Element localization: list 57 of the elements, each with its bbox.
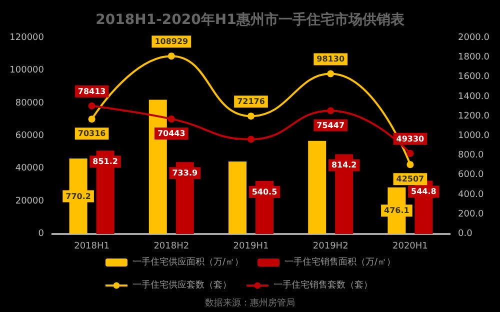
point: [327, 107, 334, 114]
data-label: 70443: [157, 128, 186, 138]
y2-tick-label: 1400.0: [458, 92, 490, 102]
data-label: 733.9: [172, 168, 198, 178]
y-tick-label: 20000: [15, 196, 44, 206]
data-label: 78413: [78, 86, 106, 96]
y2-tick-label: 600.0: [458, 170, 484, 180]
data-label: 42507: [396, 174, 424, 184]
point: [88, 116, 96, 123]
data-label: 72176: [237, 97, 266, 106]
point: [248, 136, 254, 143]
x-tick-label: 2019H2: [312, 242, 348, 252]
y2-tick-label: 400.0: [458, 190, 484, 200]
data-label: 851.2: [92, 157, 118, 166]
data-label: 770.2: [66, 192, 91, 201]
legend-label: 一手住宅供应套数（套）: [132, 280, 232, 290]
x-tick-label: 2019H1: [233, 242, 269, 252]
data-label: 49330: [396, 134, 425, 144]
point: [248, 112, 254, 120]
y2-tick-label: 1000.0: [458, 131, 490, 141]
source-note: 数据来源：惠州房管局: [205, 298, 295, 308]
legend-label: 一手住宅销售面积（万/㎡）: [284, 256, 396, 268]
data-label: 544.8: [411, 187, 437, 196]
legend-label: 一手住宅销售套数（套）: [273, 280, 372, 290]
data-label: 814.2: [331, 160, 357, 170]
point: [406, 161, 414, 168]
data-label: 476.1: [384, 206, 410, 216]
y2-tick-label: 1800.0: [458, 52, 490, 63]
y-tick-label: 40000: [15, 164, 44, 174]
x-tick-label: 2018H2: [154, 242, 190, 252]
point: [406, 150, 414, 157]
y2-tick-label: 0.0: [458, 229, 473, 239]
data-label: 540.5: [252, 188, 278, 197]
point: [88, 102, 96, 110]
y2-tick-label: 200.0: [458, 209, 484, 220]
data-label: 75447: [316, 120, 345, 130]
y2-tick-label: 1200.0: [458, 111, 490, 122]
data-label: 70316: [78, 129, 106, 138]
data-label: 108929: [154, 37, 189, 46]
y2-tick-label: 1600.0: [458, 72, 490, 82]
legend-label: 一手住宅供应面积（万/㎡）: [132, 256, 244, 268]
x-tick-label: 2020H1: [392, 242, 428, 252]
y-tick-label: 100000: [10, 66, 44, 76]
data-label: 98130: [316, 54, 345, 64]
y-tick-label: 60000: [15, 131, 44, 141]
y2-tick-label: 2000.0: [458, 33, 490, 43]
bar: [308, 140, 326, 234]
point: [327, 70, 334, 78]
x-tick-label: 2018H1: [74, 242, 110, 252]
y-tick-label: 80000: [15, 98, 44, 108]
y-tick-label: 120000: [10, 33, 44, 43]
y2-tick-label: 800.0: [458, 150, 484, 161]
point: [168, 115, 175, 122]
bar: [228, 161, 246, 234]
point: [168, 52, 175, 60]
chart-title: 2018H1-2020年H1惠州市一手住宅市场供销表: [96, 11, 406, 28]
y-tick-label: 0: [38, 229, 44, 239]
